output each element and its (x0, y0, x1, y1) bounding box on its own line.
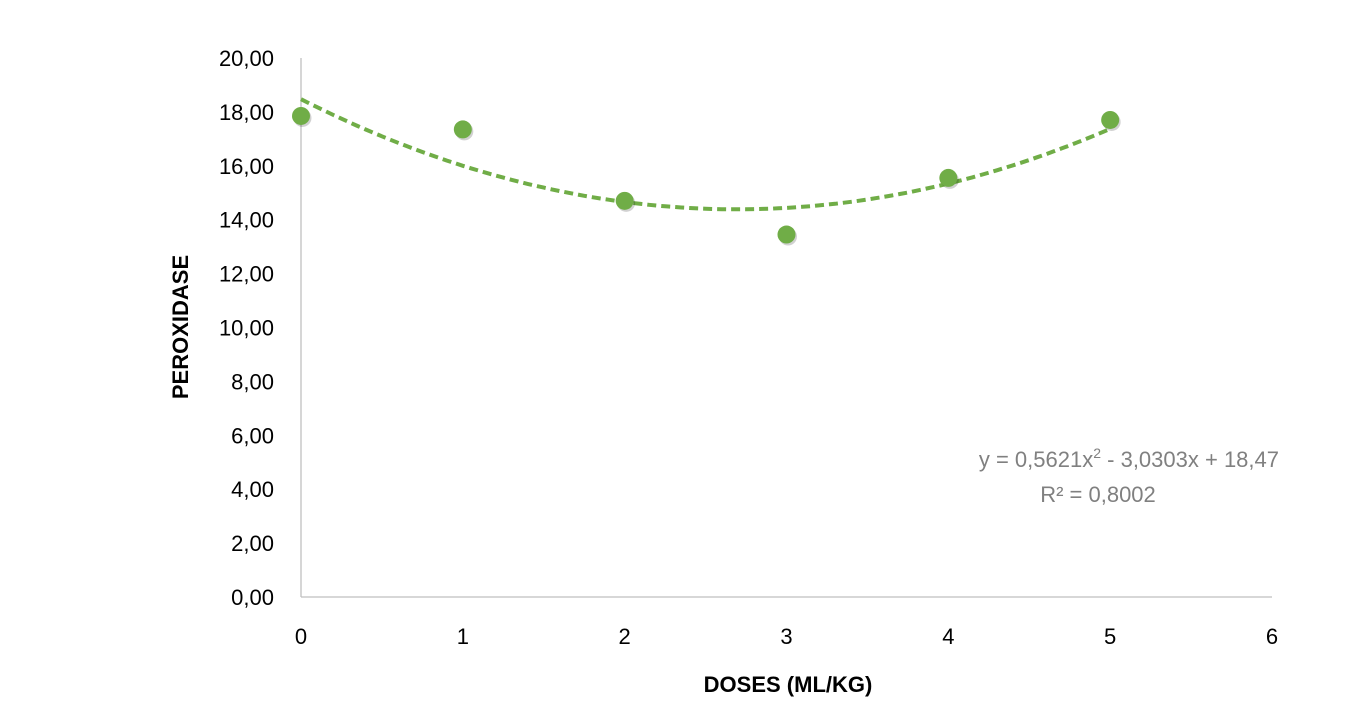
data-point (292, 106, 310, 125)
r-squared-label: R² = 0,8002 (1040, 482, 1156, 507)
x-axis-title: DOSES (ML/KG) (704, 672, 873, 697)
x-tick-label: 4 (942, 624, 954, 649)
data-point (1101, 110, 1120, 129)
trendline-equation: y = 0,5621x2 - 3,0303x + 18,47 (979, 445, 1279, 472)
x-tick-label: 0 (295, 624, 307, 649)
x-tick-labels: 0 1 2 3 4 5 6 (295, 624, 1278, 649)
trendline (300, 97, 1111, 212)
y-tick-label: 14,00 (219, 208, 274, 233)
y-tick-label: 12,00 (219, 262, 274, 287)
x-tick-label: 3 (780, 624, 792, 649)
equation-prefix: y = 0,5621x (979, 447, 1093, 472)
y-tick-label: 8,00 (231, 369, 274, 394)
x-tick-label: 6 (1266, 624, 1278, 649)
y-tick-labels: 0,00 2,00 4,00 6,00 8,00 10,00 12,00 14,00 16,00… (219, 46, 274, 610)
y-tick-label: 6,00 (231, 423, 274, 448)
data-points (292, 106, 1121, 246)
data-point (615, 191, 634, 210)
x-tick-label: 5 (1104, 624, 1116, 649)
y-axis-title: PEROXIDASE (168, 255, 193, 399)
data-point (453, 120, 472, 139)
equation-exponent: 2 (1093, 445, 1101, 461)
y-tick-label: 4,00 (231, 477, 274, 502)
y-tick-label: 20,00 (219, 46, 274, 71)
y-tick-label: 10,00 (219, 316, 274, 341)
y-tick-label: 18,00 (219, 100, 274, 125)
y-tick-label: 16,00 (219, 154, 274, 179)
data-point (939, 168, 958, 187)
equation-suffix: - 3,0303x + 18,47 (1101, 447, 1279, 472)
x-tick-label: 2 (619, 624, 631, 649)
x-tick-label: 1 (457, 624, 469, 649)
data-point (777, 225, 796, 244)
y-tick-label: 0,00 (231, 585, 274, 610)
axes (300, 58, 1272, 598)
y-tick-label: 2,00 (231, 531, 274, 556)
